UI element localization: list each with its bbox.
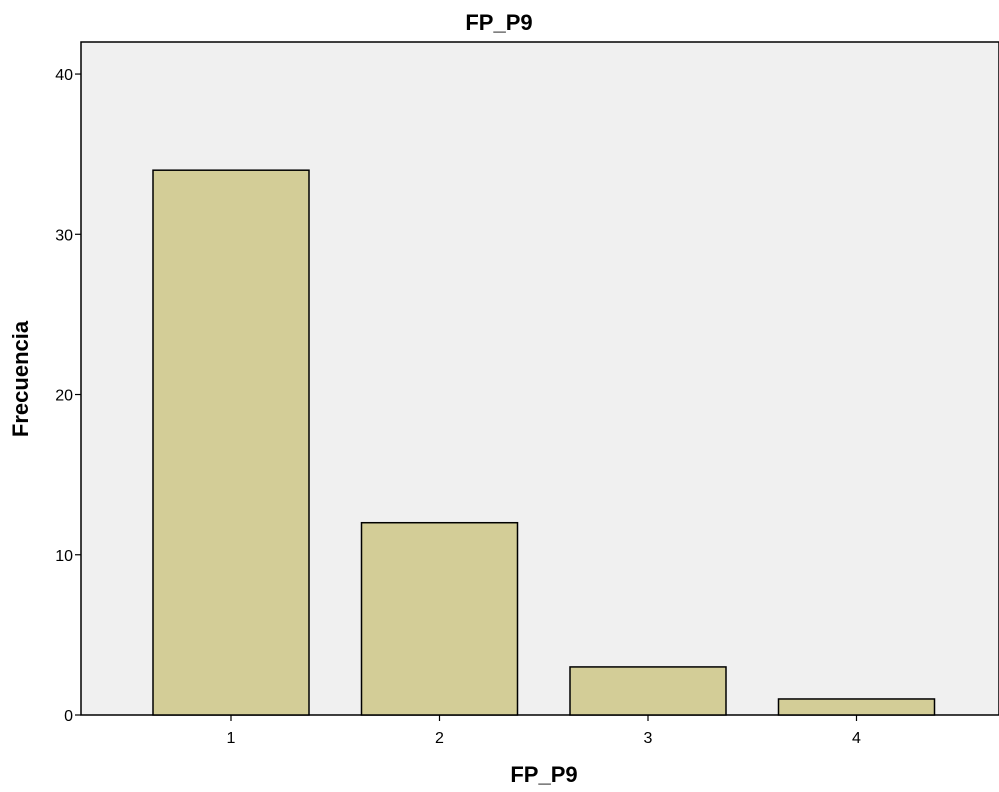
- x-axis-label: FP_P9: [510, 762, 577, 787]
- chart-title: FP_P9: [465, 10, 532, 35]
- y-tick-label: 40: [55, 67, 73, 84]
- bar-4: [777, 698, 936, 716]
- y-axis: 0 10 20 30 40: [55, 67, 81, 725]
- y-tick-label: 10: [55, 548, 73, 565]
- y-tick-label: 30: [55, 227, 73, 244]
- y-tick-label: 0: [64, 708, 73, 725]
- y-axis-label: Frecuencia: [8, 320, 33, 437]
- x-axis: 1 2 3 4: [227, 715, 861, 747]
- bar-1: [152, 169, 310, 716]
- x-tick-label-2: 2: [435, 730, 444, 747]
- x-tick-label-3: 3: [644, 730, 653, 747]
- x-tick-label-4: 4: [852, 730, 861, 747]
- bar-2: [360, 521, 519, 716]
- bar-3: [569, 666, 727, 716]
- x-tick-label-1: 1: [227, 730, 236, 747]
- y-tick-label: 20: [55, 388, 73, 405]
